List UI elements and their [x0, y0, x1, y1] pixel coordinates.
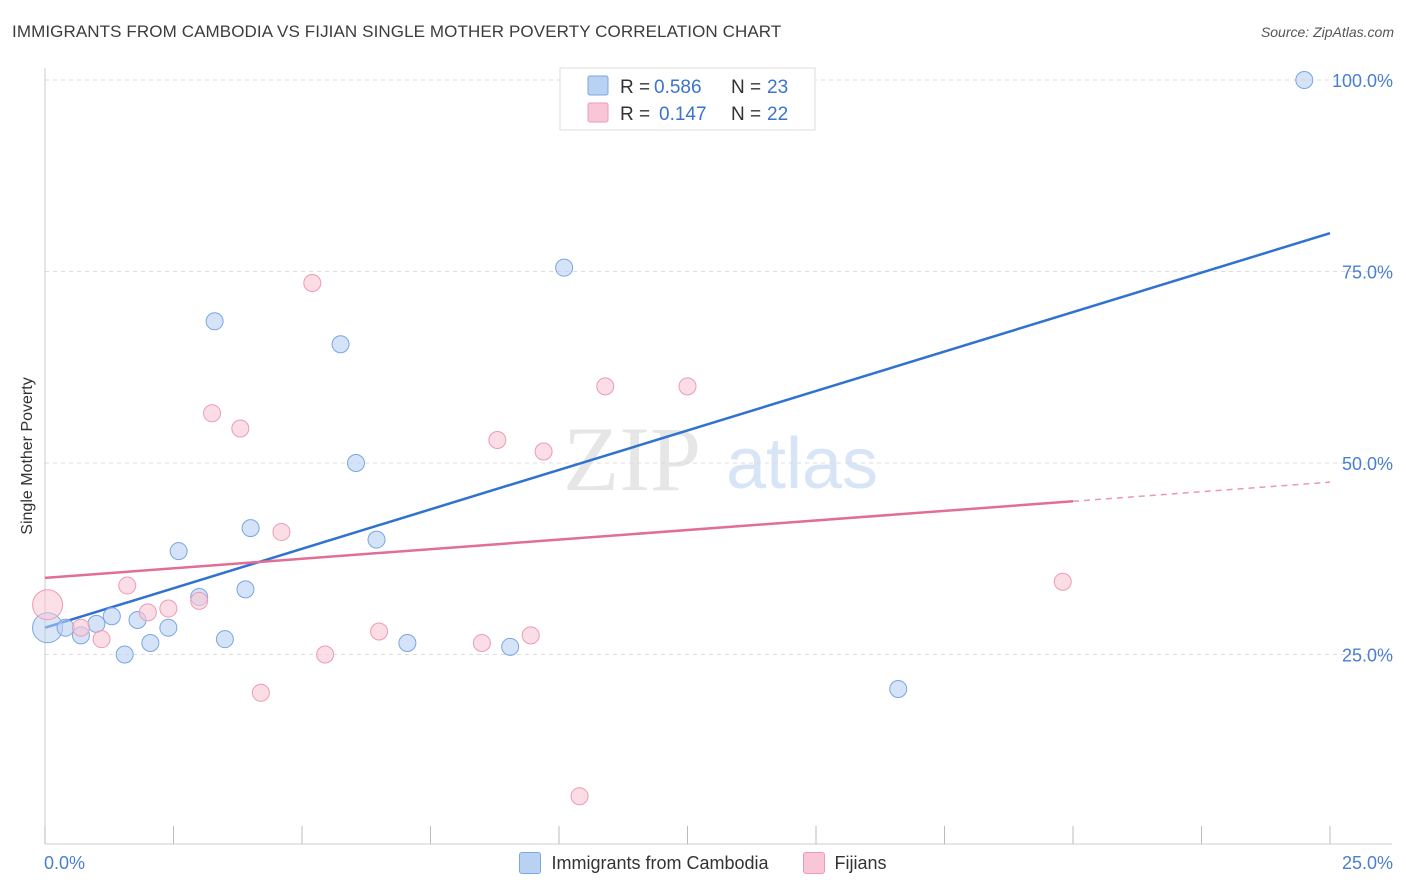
legend-n-label-1: N = — [731, 77, 761, 98]
x-tick-label-1: 25.0% — [1342, 853, 1393, 873]
fijian-point-19 — [596, 377, 615, 396]
watermark-zip: ZIP — [563, 408, 701, 510]
fijian-point-12 — [316, 645, 335, 664]
fijian-point-21 — [1053, 572, 1072, 591]
fijian-point-11 — [303, 273, 322, 292]
cambodia-point-12 — [215, 630, 234, 649]
fijian-point-2 — [92, 630, 111, 649]
chart-title: IMMIGRANTS FROM CAMBODIA VS FIJIAN SINGL… — [12, 22, 782, 41]
legend-n-label-2: N = — [731, 104, 761, 125]
cambodia-point-7 — [141, 634, 160, 653]
legend-label-fijians: Fijians — [834, 852, 887, 873]
cambodia-point-11 — [205, 312, 224, 331]
fijian-point-10 — [272, 522, 291, 541]
cambodia-point-20 — [555, 258, 574, 277]
cambodia-point-16 — [346, 454, 365, 472]
fijian-point-18 — [570, 787, 589, 806]
y-tick-label-3: 100.0% — [1332, 71, 1393, 91]
legend-item-cambodia: Immigrants from Cambodia — [519, 852, 769, 874]
fijian-point-14 — [472, 634, 491, 653]
fijian-point-6 — [190, 591, 209, 610]
correlation-legend: R = 0.586 N = 23 R = 0.147 N = 22 — [559, 67, 816, 131]
cambodia-point-21 — [889, 679, 908, 698]
fijian-trend-extension — [1072, 481, 1331, 503]
legend-swatch-fijians — [802, 852, 825, 874]
fijian-point-3 — [118, 576, 137, 595]
cambodia-point-9 — [169, 542, 188, 561]
legend-swatch-cambodia — [519, 852, 542, 874]
cambodia-point-19 — [501, 637, 520, 656]
fijian-point-0 — [32, 589, 64, 621]
legend-r-value-2: 0.147 — [659, 104, 707, 125]
fijian-point-5 — [159, 599, 178, 618]
legend-swatch-blue — [587, 75, 609, 96]
legend-r-label-2: R = — [620, 104, 650, 125]
cambodia-point-15 — [331, 335, 350, 354]
cambodia-point-5 — [115, 645, 134, 664]
cambodia-point-22 — [1295, 71, 1314, 89]
gridlines — [45, 79, 1392, 655]
cambodia-point-3 — [87, 614, 106, 633]
legend-n-value-2: 22 — [767, 104, 788, 125]
fijian-trend-line — [44, 500, 1074, 580]
fijian-point-1 — [71, 618, 90, 637]
source-credit: Source: ZipAtlas.com — [1260, 24, 1394, 40]
y-tick-label-1: 50.0% — [1342, 454, 1393, 474]
legend-label-cambodia: Immigrants from Cambodia — [551, 852, 769, 873]
cambodia-point-18 — [398, 634, 417, 653]
cambodia-point-14 — [241, 519, 260, 538]
fijian-point-17 — [534, 442, 553, 461]
fijian-point-13 — [370, 622, 389, 641]
data-points — [32, 71, 1314, 806]
trend-lines — [44, 232, 1331, 629]
tick-labels: 25.0% 50.0% 75.0% 100.0% 0.0% 25.0% — [44, 71, 1393, 873]
cambodia-point-4 — [102, 607, 121, 626]
cambodia-point-13 — [236, 580, 255, 599]
fijian-point-16 — [521, 626, 540, 645]
legend-swatch-pink — [587, 102, 609, 123]
x-tick-label-0: 0.0% — [44, 853, 85, 873]
cambodia-point-8 — [159, 618, 178, 637]
legend-n-value-1: 23 — [767, 77, 788, 98]
fijian-point-9 — [251, 683, 270, 702]
fijian-point-7 — [203, 404, 222, 423]
legend-r-label-1: R = — [620, 77, 650, 98]
y-tick-label-0: 25.0% — [1342, 646, 1393, 666]
cambodia-point-1 — [56, 618, 75, 637]
fijian-point-20 — [678, 377, 697, 396]
legend-item-fijians: Fijians — [802, 852, 887, 874]
series-legend: Immigrants from Cambodia Fijians — [0, 852, 1406, 874]
fijian-point-15 — [488, 431, 507, 450]
cambodia-point-17 — [367, 530, 386, 549]
y-tick-label-2: 75.0% — [1342, 263, 1393, 283]
legend-r-value-1: 0.586 — [654, 77, 702, 98]
fijian-point-8 — [231, 419, 250, 438]
fijian-point-4 — [138, 603, 157, 622]
watermark-atlas: atlas — [726, 424, 878, 504]
axes — [44, 68, 1392, 845]
